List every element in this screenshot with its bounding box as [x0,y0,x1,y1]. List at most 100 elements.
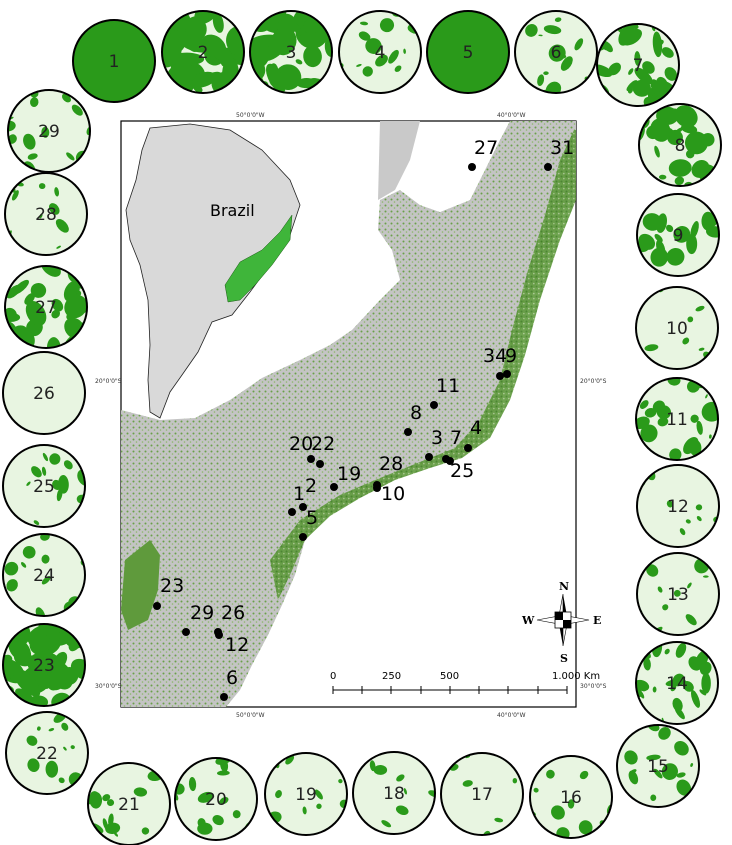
landscape-circle-25: 25 [2,444,86,528]
lat-right-label-1: 20°0'0"S [580,378,607,385]
lon-top-label-2: 40°0'0"W [497,112,526,119]
landscape-circle-18: 18 [352,751,436,835]
inset-south-america: Brazil [125,123,301,419]
site-label-28: 28 [379,453,403,475]
landscape-label-17: 17 [471,785,493,805]
compass-e: E [593,614,601,627]
south-america-shape [125,123,301,419]
landscape-circle-23: 23 [2,623,86,707]
landscape-circle-24: 24 [2,533,86,617]
site-label-11: 11 [436,375,460,397]
site-marker-11 [430,401,438,409]
landscape-circle-14: 14 [635,641,719,725]
landscape-label-28: 28 [35,205,57,225]
site-marker-9 [503,370,511,378]
lon-bottom-label-2: 40°0'0"W [497,712,526,719]
landscape-label-24: 24 [33,566,55,586]
landscape-circle-9: 9 [636,193,720,277]
lat-right-label-2: 30°0'0"S [580,683,607,690]
site-label-20: 20 [289,433,313,455]
site-marker-6 [220,693,228,701]
main-map: Brazil 50°0'0"W 40°0'0"W 50°0'0"W 40°0'0… [95,112,607,719]
landscape-circle-6: 6 [514,10,598,94]
site-marker-10 [373,484,381,492]
landscape-label-1: 1 [109,52,120,72]
landscape-circle-8: 8 [638,103,722,187]
compass-n: N [559,580,569,593]
forest-patch-west [121,540,160,630]
landscape-label-2: 2 [198,43,209,63]
landscape-label-9: 9 [673,226,684,246]
landscape-circle-27: 27 [4,265,88,349]
site-label-9: 9 [505,345,517,367]
atlantic-forest-inset [224,214,293,303]
landscape-circle-26: 26 [2,351,86,435]
compass-w: W [521,614,535,627]
northwest-gray [378,121,420,200]
site-marker-25 [446,457,454,465]
scale-bar: 0 250 500 1.000 Km [330,671,600,694]
landscape-label-11: 11 [666,410,688,430]
site-marker-29 [182,628,190,636]
landscape-circle-7: 7 [596,23,680,107]
landscape-label-4: 4 [375,43,386,63]
site-label-12: 12 [225,634,249,656]
site-marker-22 [316,460,324,468]
landscape-circle-16: 16 [529,755,613,839]
site-label-2: 2 [305,475,317,497]
landscape-circle-5: 5 [426,10,510,94]
site-marker-8 [404,428,412,436]
site-marker-2 [299,503,307,511]
site-marker-19 [330,483,338,491]
landscape-label-18: 18 [383,784,405,804]
site-label-7: 7 [450,427,462,449]
site-marker-27 [468,163,476,171]
site-marker-20 [307,455,315,463]
non-land-gap [400,170,480,212]
landscape-label-7: 7 [633,56,644,76]
lon-top-label-1: 50°0'0"W [236,112,265,119]
landscape-label-27: 27 [35,298,57,318]
landscape-label-26: 26 [33,384,55,404]
landscape-label-12: 12 [667,497,689,517]
landscape-circle-3: 3 [249,10,333,94]
site-label-27: 27 [474,137,498,159]
landscape-label-14: 14 [666,674,688,694]
site-label-23: 23 [160,575,184,597]
landscape-label-29: 29 [38,122,60,142]
landscape-label-22: 22 [36,744,58,764]
site-label-1: 1 [293,483,305,505]
site-marker-34 [496,372,504,380]
landscape-label-3: 3 [286,43,297,63]
landscape-circle-12: 12 [636,464,720,548]
site-label-29: 29 [190,602,214,624]
forest-belt [270,130,576,600]
landscape-label-10: 10 [666,319,688,339]
compass-rose: N S E W [521,580,601,665]
scale-tick-1000: 1.000 Km [552,671,600,682]
landscape-circle-28: 28 [4,172,88,256]
landscape-label-19: 19 [295,785,317,805]
site-label-10: 10 [381,483,405,505]
landscape-label-20: 20 [205,790,227,810]
landscape-circle-2: 2 [161,10,245,94]
landscape-circle-19: 19 [264,752,348,836]
landscape-circle-29: 29 [7,89,91,173]
landscape-label-16: 16 [560,788,582,808]
landscape-label-13: 13 [667,585,689,605]
landscape-label-6: 6 [551,43,562,63]
site-label-8: 8 [410,402,422,424]
landscape-label-5: 5 [463,43,474,63]
site-label-26: 26 [221,602,245,624]
landscape-circle-21: 21 [87,762,171,845]
compass-s: S [560,652,568,665]
site-label-25: 25 [450,460,474,482]
site-marker-23 [153,602,161,610]
lon-bottom-label-1: 50°0'0"W [236,712,265,719]
site-label-22: 22 [311,433,335,455]
landscape-label-23: 23 [33,656,55,676]
landscape-label-21: 21 [118,795,140,815]
